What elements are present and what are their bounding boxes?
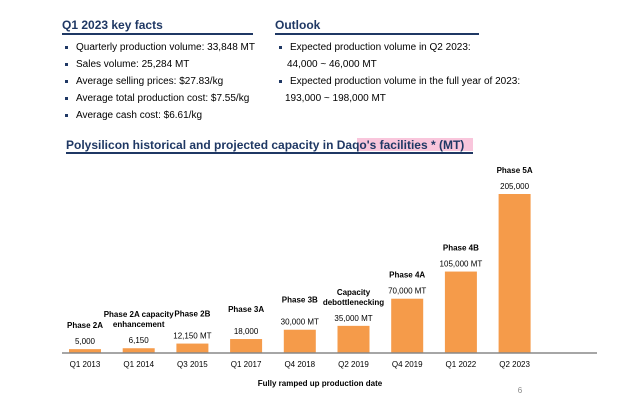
key-fact-item: Average total production cost: $7.55/kg xyxy=(65,93,249,104)
highlight-box xyxy=(357,138,473,151)
outlook-value: 44,000 ~ 46,000 MT xyxy=(287,59,377,70)
x-tick-label: Q3 2015 xyxy=(177,360,208,369)
bar xyxy=(444,271,477,353)
x-tick-label: Q2 2023 xyxy=(499,360,530,369)
page-number: 6 xyxy=(518,386,523,395)
data-label: 12,150 MT xyxy=(173,332,211,341)
x-tick-label: Q1 2022 xyxy=(446,360,477,369)
bullet-icon xyxy=(65,45,68,49)
key-fact-item: Sales volume: 25,284 MT xyxy=(65,59,189,70)
chart-title: Polysilicon historical and projected cap… xyxy=(66,138,465,152)
bar xyxy=(337,325,370,353)
outlook-title: Outlook xyxy=(275,18,321,32)
bullet-icon xyxy=(279,45,282,49)
phase-label: Phase 2B xyxy=(174,310,210,319)
outlook-item: Expected production volume in the full y… xyxy=(279,76,520,87)
data-label: 70,000 MT xyxy=(388,287,426,296)
phase-label: Phase 3B xyxy=(282,296,318,305)
outlook-text: Expected production volume in Q2 2023: xyxy=(290,42,471,53)
outlook-divider xyxy=(275,33,479,35)
key-facts-divider xyxy=(62,33,253,35)
x-tick-label: Q2 2019 xyxy=(338,360,369,369)
data-label: 35,000 MT xyxy=(334,314,372,323)
x-tick-label: Q1 2014 xyxy=(123,360,154,369)
data-label: 6,150 xyxy=(129,336,150,345)
bar xyxy=(283,329,316,353)
x-tick-label: Q1 2013 xyxy=(70,360,101,369)
data-label: 30,000 MT xyxy=(281,318,319,327)
x-tick-label: Q1 2017 xyxy=(231,360,262,369)
bar xyxy=(498,194,531,353)
data-label: 105,000 MT xyxy=(440,260,483,269)
bullet-icon xyxy=(65,113,68,117)
key-fact-item: Average selling prices: $27.83/kg xyxy=(65,76,223,87)
phase-label: Phase 2A xyxy=(67,321,103,330)
bullet-icon xyxy=(65,96,68,100)
bar xyxy=(176,343,209,353)
phase-label: Phase 3A xyxy=(228,305,264,314)
x-tick-label: Q4 2018 xyxy=(284,360,315,369)
x-axis-label: Fully ramped up production date xyxy=(258,379,383,388)
phase-label: Phase 4B xyxy=(443,244,479,253)
phase-label: enhancement xyxy=(113,320,165,329)
key-fact-item: Average cash cost: $6.61/kg xyxy=(65,110,202,121)
phase-label: Phase 2A capacity xyxy=(104,310,175,319)
data-label: 5,000 xyxy=(75,337,96,346)
data-label: 18,000 xyxy=(234,327,259,336)
bullet-icon xyxy=(279,79,282,83)
x-tick-label: Q4 2019 xyxy=(392,360,423,369)
key-fact-text: Sales volume: 25,284 MT xyxy=(76,59,190,70)
data-label: 205,000 xyxy=(500,182,529,191)
key-facts-title: Q1 2023 key facts xyxy=(62,18,163,32)
phase-label: debottlenecking xyxy=(323,298,384,307)
bar xyxy=(230,339,263,353)
bar xyxy=(122,348,155,353)
bullet-icon xyxy=(65,62,68,66)
phase-label: Phase 5A xyxy=(497,166,533,175)
outlook-value: 193,000 ~ 198,000 MT xyxy=(285,93,386,104)
outlook-item: Expected production volume in Q2 2023: xyxy=(279,42,471,53)
phase-label: Phase 4A xyxy=(389,271,425,280)
key-fact-text: Average total production cost: $7.55/kg xyxy=(76,93,250,104)
outlook-text: Expected production volume in the full y… xyxy=(290,76,521,87)
bullet-icon xyxy=(65,79,68,83)
chart-title-divider xyxy=(66,152,473,154)
key-fact-item: Quarterly production volume: 33,848 MT xyxy=(65,42,255,53)
phase-label: Capacity xyxy=(337,288,371,297)
key-fact-text: Average selling prices: $27.83/kg xyxy=(76,76,224,87)
bar xyxy=(69,349,101,353)
bar xyxy=(391,298,424,353)
key-fact-text: Average cash cost: $6.61/kg xyxy=(76,110,203,121)
key-fact-text: Quarterly production volume: 33,848 MT xyxy=(76,42,255,53)
